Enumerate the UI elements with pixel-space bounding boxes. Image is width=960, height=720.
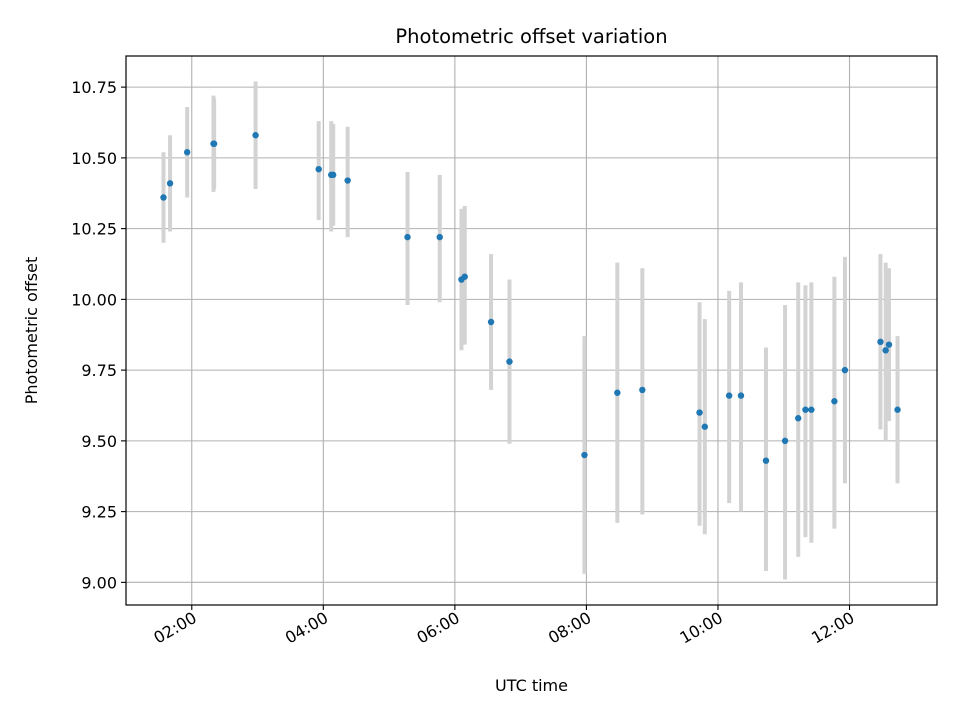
- data-point: [696, 409, 703, 416]
- y-axis-label: Photometric offset: [22, 257, 41, 405]
- data-point: [210, 140, 218, 147]
- data-point: [183, 149, 191, 156]
- data-point: [404, 233, 411, 241]
- x-axis-label: UTC time: [495, 676, 568, 695]
- data-point: [841, 366, 849, 374]
- data-point: [344, 177, 351, 184]
- y-tick-label: 9.75: [81, 361, 117, 380]
- data-point: [487, 318, 495, 326]
- data-point: [506, 358, 513, 365]
- data-point: [877, 338, 884, 346]
- y-axis: 9.00 9.25 9.50 9.75 10.00 10.25 10.50 10.75: [71, 78, 126, 592]
- y-tick-label: 10.00: [71, 290, 117, 309]
- y-tick-label: 10.50: [71, 149, 117, 168]
- y-tick-label: 10.25: [71, 220, 117, 239]
- data-point: [737, 392, 745, 399]
- plot-area: [126, 56, 937, 605]
- data-point: [701, 423, 709, 430]
- chart-title: Photometric offset variation: [395, 25, 667, 48]
- y-tick-label: 9.25: [81, 503, 117, 522]
- grid: [126, 56, 937, 605]
- data-point: [581, 451, 588, 459]
- data-point: [329, 171, 337, 179]
- data-point: [762, 457, 770, 464]
- plot-frame: [125, 55, 938, 606]
- data-point: [781, 437, 789, 445]
- y-tick-label: 9.00: [81, 573, 117, 592]
- data-point: [795, 415, 802, 422]
- data-point: [614, 389, 621, 396]
- data-point: [725, 392, 733, 399]
- data-point: [885, 341, 893, 348]
- data-point: [315, 165, 322, 173]
- y-tick-label: 9.50: [81, 432, 117, 451]
- data-point: [436, 233, 443, 241]
- data-point: [252, 132, 259, 139]
- data-point: [160, 194, 167, 201]
- data-point: [639, 386, 646, 394]
- data-point: [882, 347, 889, 354]
- data-point: [166, 180, 174, 187]
- data-point: [461, 273, 468, 280]
- data-point: [831, 398, 838, 405]
- data-point: [894, 406, 901, 413]
- y-tick-label: 10.75: [71, 78, 117, 97]
- data-point: [802, 406, 809, 413]
- data-points: [160, 132, 901, 464]
- data-point: [808, 406, 815, 413]
